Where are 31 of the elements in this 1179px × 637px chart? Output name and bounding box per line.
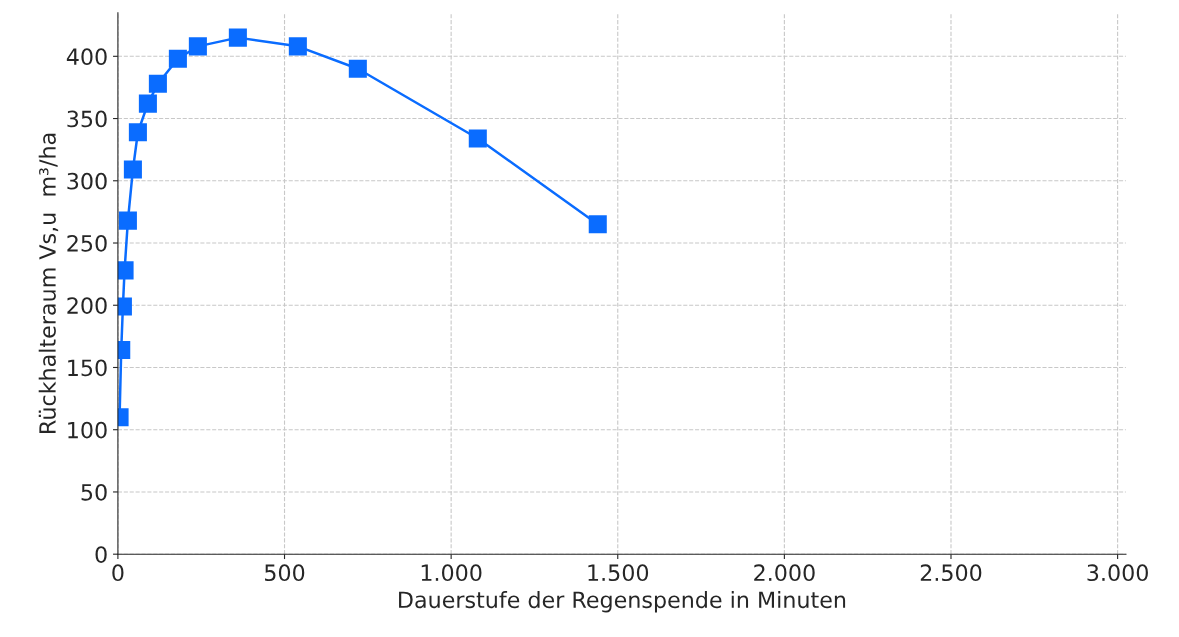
point [468, 129, 487, 148]
x-axis-title: Dauerstufe der Regenspende in Minuten [399, 590, 846, 613]
y-tick-label: 350 [67, 110, 107, 128]
y-tick-label: 0 [95, 546, 107, 563]
x-tick-label: 1.000 [421, 564, 482, 582]
y-tick-label: 400 [66, 48, 107, 66]
point [128, 123, 147, 142]
y-axis-title: Rückhalteraum Vs,u m³/ha [38, 133, 59, 433]
y-tick-label: 100 [68, 421, 107, 439]
x-tick-label: 1.500 [588, 564, 649, 582]
x-tick-label: 500 [265, 564, 305, 582]
point [117, 261, 134, 280]
point [138, 94, 157, 113]
y-tick-label: 50 [81, 483, 107, 501]
point [188, 37, 207, 56]
x-tick-label: 0 [112, 564, 124, 582]
point [288, 37, 307, 56]
y-tick-label: 200 [67, 297, 107, 315]
point [588, 215, 607, 234]
point [228, 28, 247, 47]
y-tick-label: 150 [68, 359, 107, 377]
x-tick-label: 2.000 [754, 564, 815, 582]
y-tick-label: 300 [67, 172, 107, 190]
point [123, 160, 142, 179]
point [118, 211, 137, 230]
x-tick-label: 2.500 [920, 564, 982, 582]
point [348, 59, 367, 78]
y-tick-label: 250 [67, 234, 107, 252]
point [168, 49, 187, 68]
point [148, 74, 167, 93]
x-tick-label: 3.000 [1087, 564, 1148, 582]
